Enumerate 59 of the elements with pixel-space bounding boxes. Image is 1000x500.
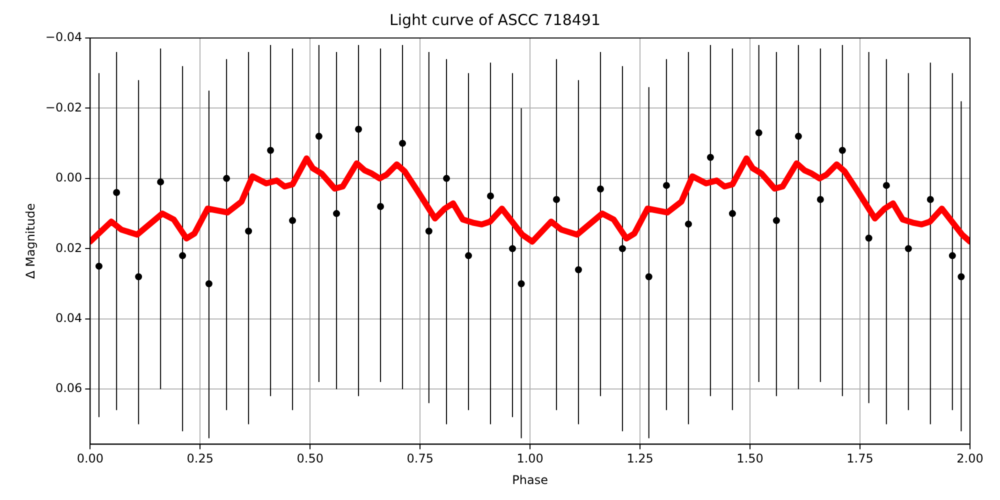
point: [684, 220, 692, 228]
point: [315, 132, 322, 140]
x-tick-label: 1.75: [846, 452, 874, 466]
point: [596, 185, 604, 192]
y-axis-title: Δ Magnitude: [23, 203, 38, 279]
point: [926, 196, 934, 203]
y-tick-label: 0.02: [55, 240, 82, 255]
x-tick-label: 1.00: [516, 452, 544, 466]
y-tick-label: 0.00: [55, 170, 82, 185]
point: [289, 217, 296, 224]
point: [958, 273, 965, 280]
point: [425, 228, 432, 235]
point: [518, 280, 525, 288]
point: [333, 210, 340, 218]
point: [399, 140, 406, 147]
x-tick-label: 0.25: [186, 452, 214, 466]
point: [948, 252, 956, 260]
point: [816, 196, 824, 203]
point: [904, 245, 912, 252]
point: [245, 228, 252, 235]
point: [205, 280, 212, 288]
point: [618, 245, 626, 252]
point: [443, 174, 450, 182]
y-tick-label: 0.06: [55, 381, 82, 396]
point: [223, 174, 230, 182]
point: [772, 217, 780, 224]
y-tick-label: −0.02: [45, 100, 82, 114]
point: [645, 273, 652, 280]
point: [135, 273, 142, 280]
point: [706, 154, 714, 161]
x-tick-label: 0.50: [296, 452, 324, 466]
x-tick-label: 1.50: [736, 452, 764, 466]
x-tick-label: 2.00: [956, 452, 984, 466]
point: [552, 196, 560, 203]
y-tick-label: 0.04: [55, 310, 82, 325]
point: [179, 252, 186, 260]
point: [882, 182, 890, 189]
point: [95, 262, 102, 270]
point: [465, 252, 472, 260]
point: [794, 132, 802, 140]
x-axis-title: Phase: [512, 472, 548, 487]
point: [865, 234, 872, 242]
point: [508, 245, 516, 252]
point: [662, 182, 670, 189]
point: [728, 210, 736, 218]
x-tick-label: 0.75: [406, 452, 434, 466]
point: [377, 203, 384, 210]
point: [157, 178, 164, 186]
point: [113, 188, 120, 196]
point: [267, 146, 274, 154]
chart-title: Light curve of ASCC 718491: [390, 10, 600, 29]
x-tick-label: 1.25: [626, 452, 654, 466]
point: [755, 129, 762, 136]
y-tick-label: −0.04: [45, 30, 82, 44]
point: [574, 266, 582, 274]
point: [486, 192, 494, 200]
point: [838, 146, 846, 154]
point: [355, 126, 362, 133]
x-tick-label: 0.00: [76, 452, 104, 466]
